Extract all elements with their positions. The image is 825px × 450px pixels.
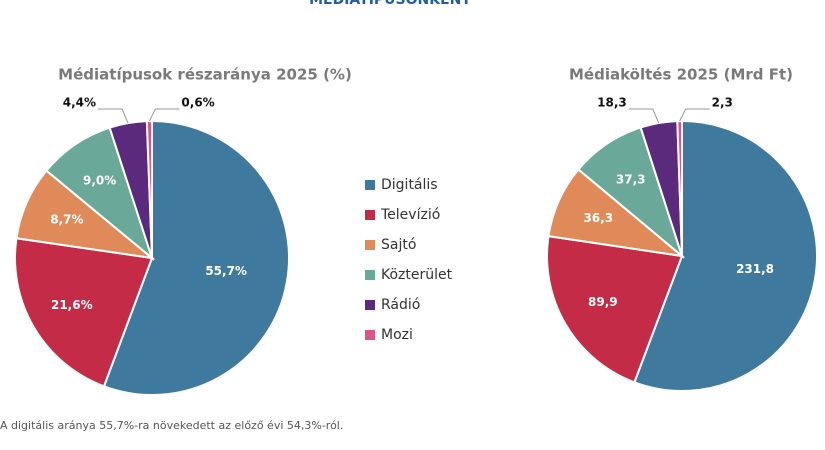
data-label: 9,0% xyxy=(83,173,116,187)
pie-slice xyxy=(14,237,154,388)
legend-swatch xyxy=(365,180,375,190)
legend-swatch xyxy=(365,300,375,310)
legend-swatch xyxy=(365,210,375,220)
legend-swatch xyxy=(365,240,375,250)
legend-swatch xyxy=(365,270,375,280)
leader-line xyxy=(148,108,180,122)
pie-slice xyxy=(546,234,684,384)
pie-slice xyxy=(102,119,290,396)
data-label: 36,3 xyxy=(583,211,613,225)
data-label: 21,6% xyxy=(51,298,93,312)
data-label: 2,3 xyxy=(712,96,733,110)
legend-label: Rádió xyxy=(381,297,420,313)
legend-label: Mozi xyxy=(381,327,413,343)
data-label: 89,9 xyxy=(588,295,618,309)
pie-slice xyxy=(633,119,819,392)
footnote: A digitális aránya 55,7%-ra növekedett a… xyxy=(0,419,343,432)
data-label: 4,4% xyxy=(63,96,96,110)
data-label: 231,8 xyxy=(736,262,774,276)
legend-label: Közterület xyxy=(381,267,453,283)
chart-title: Médiaköltés 2025 (Mrd Ft) xyxy=(569,66,793,84)
data-label: 18,3 xyxy=(597,96,627,110)
header: MÉDIATÍPUSONKÉNT xyxy=(309,0,471,8)
data-label: 8,7% xyxy=(50,213,83,227)
legend-label: Sajtó xyxy=(381,237,416,253)
chart-title: Médiatípusok részaránya 2025 (%) xyxy=(58,66,352,84)
data-label: 55,7% xyxy=(205,264,247,278)
legend-swatch xyxy=(365,330,375,340)
leader-line xyxy=(628,108,660,124)
data-label: 0,6% xyxy=(181,96,214,110)
legend-label: Televízió xyxy=(380,207,440,223)
leader-line xyxy=(98,108,129,124)
legend-label: Digitális xyxy=(381,177,438,193)
data-label: 37,3 xyxy=(616,172,646,186)
leader-line xyxy=(679,108,710,122)
